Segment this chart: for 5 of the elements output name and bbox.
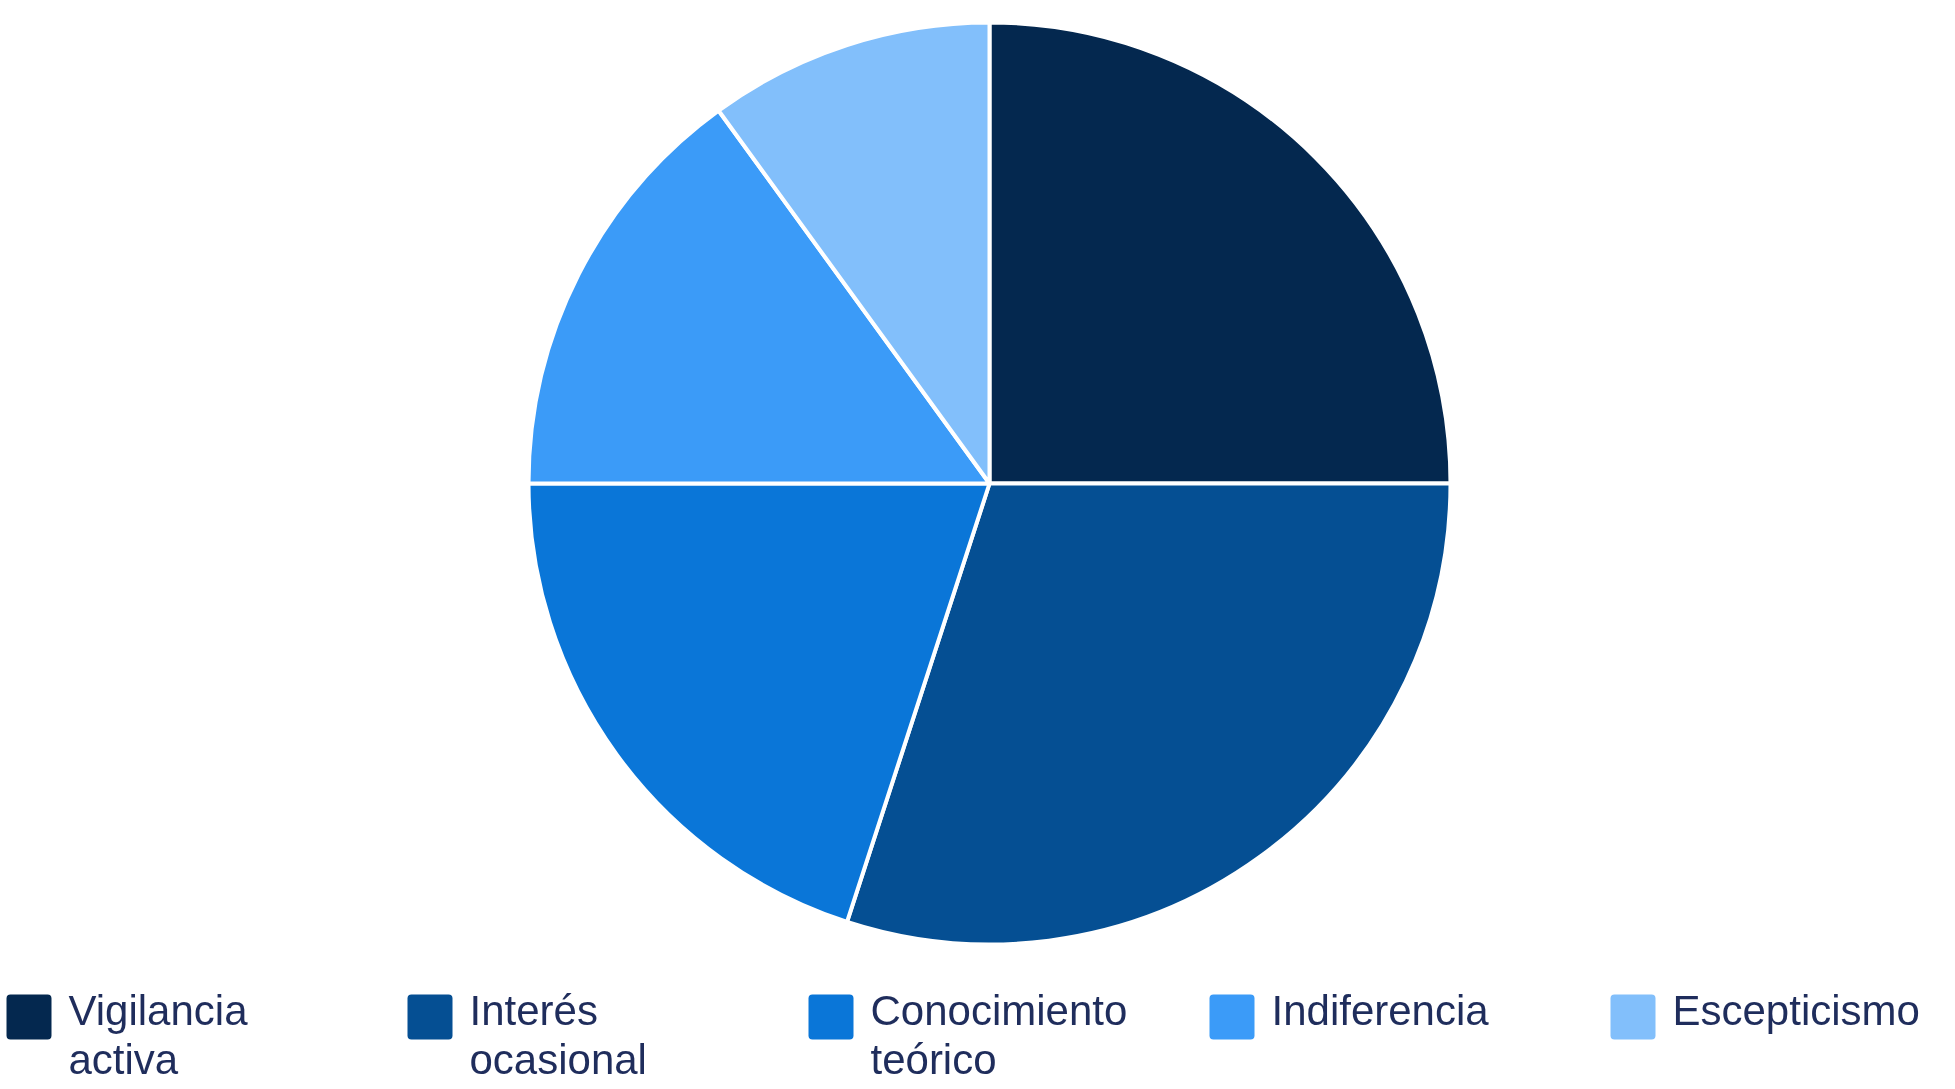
legend-label: Indiferencia [1271,986,1490,1034]
legend-label: Escepticismo [1672,986,1920,1034]
legend-label: Interés ocasional [469,986,647,1083]
legend-label: Vigilancia activa [68,986,249,1083]
legend-label: Conocimiento teórico [870,986,1128,1083]
